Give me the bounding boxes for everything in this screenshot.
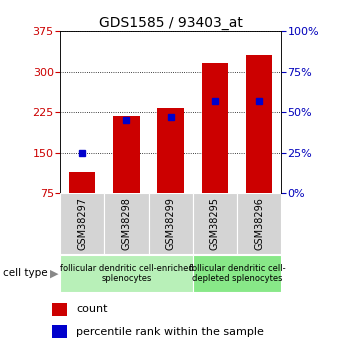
Text: ▶: ▶ bbox=[50, 268, 58, 278]
Text: percentile rank within the sample: percentile rank within the sample bbox=[76, 327, 264, 337]
Bar bbox=[193, 193, 237, 254]
Text: GSM38296: GSM38296 bbox=[254, 197, 264, 250]
Bar bbox=[193, 255, 281, 292]
Bar bbox=[69, 171, 95, 193]
Bar bbox=[202, 63, 228, 193]
Bar bbox=[52, 325, 67, 338]
Bar bbox=[104, 193, 149, 254]
Bar bbox=[52, 303, 67, 316]
Text: cell type: cell type bbox=[3, 268, 48, 278]
Bar bbox=[237, 193, 281, 254]
Bar bbox=[113, 116, 140, 193]
Bar bbox=[246, 55, 272, 193]
Text: GSM38299: GSM38299 bbox=[166, 197, 176, 250]
Text: follicular dendritic cell-enriched
splenocytes: follicular dendritic cell-enriched splen… bbox=[60, 264, 193, 283]
Bar bbox=[157, 108, 184, 193]
Text: GSM38295: GSM38295 bbox=[210, 197, 220, 250]
Text: GSM38297: GSM38297 bbox=[77, 197, 87, 250]
Bar bbox=[60, 255, 193, 292]
Title: GDS1585 / 93403_at: GDS1585 / 93403_at bbox=[99, 16, 243, 30]
Text: GSM38298: GSM38298 bbox=[121, 197, 131, 250]
Bar bbox=[60, 193, 104, 254]
Text: count: count bbox=[76, 304, 108, 314]
Bar bbox=[149, 193, 193, 254]
Text: follicular dendritic cell-
depleted splenocytes: follicular dendritic cell- depleted sple… bbox=[189, 264, 285, 283]
